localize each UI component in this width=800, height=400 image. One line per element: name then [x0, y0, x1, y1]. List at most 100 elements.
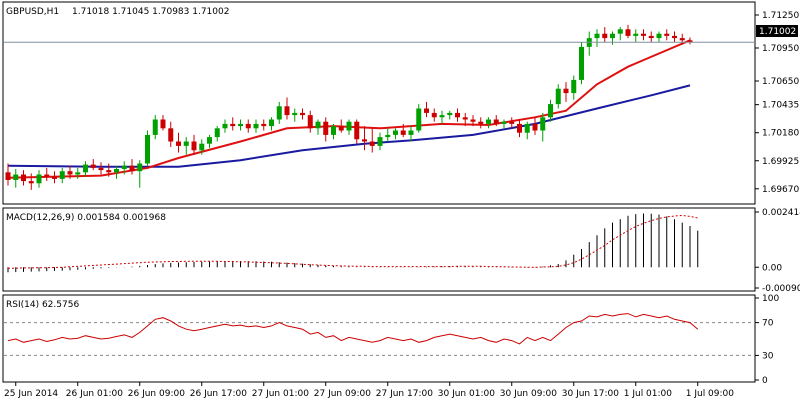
candle-body	[52, 176, 57, 179]
candle	[424, 101, 429, 118]
time-axis: 25 Jun 2014 26 Jun 01:00 26 Jun 09:00 26 Ju…	[4, 382, 734, 399]
time-tick-label: 27 Jun 17:00	[376, 389, 433, 399]
candle-body	[168, 128, 174, 142]
candle	[307, 110, 313, 133]
candle	[416, 104, 422, 133]
candle	[501, 119, 507, 129]
candle-body	[610, 33, 615, 39]
candle-body	[152, 119, 158, 135]
candle	[284, 97, 290, 120]
candle-body	[679, 38, 685, 41]
candle	[509, 117, 515, 129]
candle-body	[439, 115, 445, 118]
macd-signal-line	[8, 214, 698, 269]
candle	[687, 37, 693, 45]
candle	[44, 167, 50, 182]
candle-body	[323, 121, 329, 135]
candle-body	[315, 121, 321, 129]
rsi-label: RSI(14) 62.5756	[6, 300, 79, 310]
price-tick-label: 1.71250	[762, 11, 799, 21]
candle-body	[300, 112, 305, 116]
candle	[594, 29, 600, 47]
candle	[52, 171, 57, 184]
candle	[245, 119, 251, 133]
candle	[664, 29, 670, 41]
candle-body	[261, 123, 267, 127]
candle	[540, 112, 546, 142]
time-tick-label: 26 Jun 09:00	[128, 389, 185, 399]
candle-body	[137, 163, 143, 172]
candle-body	[493, 119, 499, 124]
rsi-tick-label: 70	[762, 319, 774, 329]
rsi-line	[7, 313, 699, 345]
candle-body	[207, 137, 212, 144]
candle-body	[408, 130, 414, 135]
candle	[21, 170, 26, 186]
macd-tick-label: 0.002414	[762, 208, 800, 218]
price-tick-label: 1.69925	[762, 157, 799, 167]
candle	[648, 31, 654, 43]
candle-body	[555, 88, 561, 105]
candle	[191, 134, 197, 155]
candle	[98, 162, 104, 175]
candle-body	[625, 29, 631, 36]
ohlc-label: 1.71018 1.71045 1.70983 1.71002	[72, 7, 229, 17]
candle	[672, 31, 677, 43]
candle-body	[579, 46, 584, 80]
candle	[478, 117, 484, 129]
candle	[238, 119, 243, 131]
candle	[455, 108, 460, 122]
candle	[617, 27, 623, 41]
candle	[137, 160, 143, 188]
candle	[13, 169, 19, 188]
candle-body	[129, 165, 135, 172]
time-tick-label: 30 Jun 01:00	[438, 389, 495, 399]
candle-body	[284, 106, 290, 116]
candle-body	[191, 141, 197, 151]
candle	[641, 29, 646, 41]
candle	[222, 119, 228, 133]
candle-body	[648, 35, 654, 39]
ma-slow-line	[7, 84, 691, 168]
candle	[160, 115, 166, 131]
candle-body	[121, 165, 127, 169]
candle	[579, 42, 584, 85]
candle-body	[416, 108, 422, 131]
candle	[230, 117, 236, 131]
candle	[462, 112, 468, 127]
candle-body	[83, 164, 88, 173]
candle-body	[59, 171, 65, 179]
candle	[36, 170, 42, 188]
candle	[269, 117, 274, 131]
macd-label: MACD(12,26,9) 0.001584 0.001968	[6, 213, 166, 223]
candle-body	[400, 130, 406, 135]
rsi-levels-group	[4, 322, 755, 356]
price-tick-label: 1.70180	[762, 129, 799, 139]
price-tick-label: 1.70435	[762, 101, 799, 111]
candle	[656, 31, 662, 43]
candle	[532, 117, 538, 135]
time-tick-label: 30 Jun 17:00	[562, 389, 619, 399]
candle	[67, 165, 73, 179]
candle-body	[524, 123, 530, 133]
candles-group	[5, 24, 693, 190]
time-tick-label: 1 Jul 09:00	[686, 389, 735, 399]
candle	[470, 115, 476, 127]
candle-body	[276, 106, 282, 120]
candle-body	[183, 141, 189, 146]
candle	[408, 126, 414, 142]
candle	[207, 134, 212, 149]
candle-body	[13, 174, 19, 180]
macd-tick-label: -0.000906	[762, 284, 800, 294]
price-tag: 1.71002	[759, 27, 796, 37]
candle	[377, 132, 383, 151]
candle-body	[199, 143, 205, 151]
candle	[261, 119, 267, 131]
candle-body	[21, 174, 26, 182]
candle	[5, 163, 11, 186]
candle	[214, 126, 220, 142]
candle-body	[106, 170, 112, 173]
candle-body	[540, 117, 546, 131]
